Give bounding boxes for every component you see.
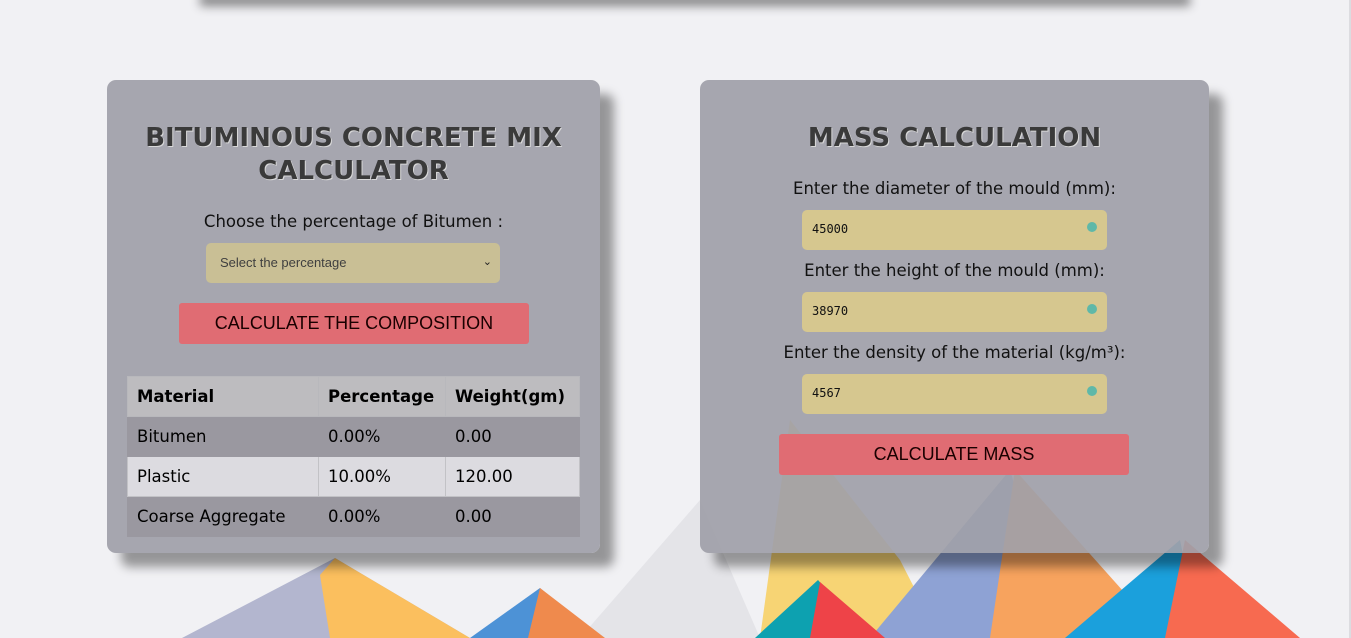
spinner-icon[interactable] bbox=[1087, 386, 1097, 396]
composition-table: Material Percentage Weight(gm) Bitumen 0… bbox=[127, 376, 580, 537]
height-input[interactable]: 38970 bbox=[802, 292, 1107, 332]
table-cell: Bitumen bbox=[127, 416, 319, 457]
mass-calculation-title: MASS CALCULATION bbox=[807, 123, 1102, 153]
height-label: Enter the height of the mould (mm): bbox=[804, 261, 1105, 280]
mix-calculator-title: BITUMINOUS CONCRETE MIX CALCULATOR bbox=[107, 122, 600, 188]
calculate-mass-button[interactable]: CALCULATE MASS bbox=[779, 434, 1129, 475]
diameter-label: Enter the diameter of the mould (mm): bbox=[793, 179, 1116, 198]
bg-shape-orange-left bbox=[528, 588, 605, 638]
percentage-select-placeholder: Select the percentage bbox=[220, 255, 347, 270]
calculate-composition-button[interactable]: CALCULATE THE COMPOSITION bbox=[179, 303, 529, 344]
bg-shape-coral bbox=[1165, 540, 1300, 638]
mix-calculator-title-line1: BITUMINOUS CONCRETE MIX bbox=[145, 123, 562, 153]
diameter-input-value: 45000 bbox=[812, 222, 849, 236]
percentage-select[interactable]: Select the percentage ⌄ bbox=[206, 243, 500, 283]
percentage-label: Choose the percentage of Bitumen : bbox=[203, 212, 504, 231]
table-cell: 0.00 bbox=[445, 416, 580, 457]
table-header-material: Material bbox=[127, 376, 319, 417]
table-header-percentage: Percentage bbox=[318, 376, 446, 417]
table-row: Plastic 10.00% 120.00 bbox=[127, 456, 580, 497]
table-cell: 0.00 bbox=[445, 496, 580, 537]
height-input-value: 38970 bbox=[812, 304, 849, 318]
mix-calculator-title-line2: CALCULATOR bbox=[258, 156, 449, 186]
table-cell: 0.00% bbox=[318, 416, 446, 457]
bg-shape-yellow-left bbox=[320, 558, 470, 638]
density-input-value: 4567 bbox=[812, 386, 841, 400]
bg-shape-cyan bbox=[1065, 540, 1200, 638]
table-header-weight: Weight(gm) bbox=[445, 376, 580, 417]
table-row: Bitumen 0.00% 0.00 bbox=[127, 416, 580, 457]
table-cell: Coarse Aggregate bbox=[127, 496, 319, 537]
density-label: Enter the density of the material (kg/m³… bbox=[783, 343, 1126, 362]
table-cell: 0.00% bbox=[318, 496, 446, 537]
table-cell: Plastic bbox=[127, 456, 319, 497]
table-header-row: Material Percentage Weight(gm) bbox=[127, 376, 580, 417]
diameter-input[interactable]: 45000 bbox=[802, 210, 1107, 250]
spinner-icon[interactable] bbox=[1087, 222, 1097, 232]
scrollbar-track[interactable] bbox=[1349, 0, 1351, 638]
bg-shape-red bbox=[810, 582, 885, 638]
chevron-down-icon: ⌄ bbox=[482, 256, 492, 268]
table-cell: 120.00 bbox=[445, 456, 580, 497]
table-cell: 10.00% bbox=[318, 456, 446, 497]
density-input[interactable]: 4567 bbox=[802, 374, 1107, 414]
spinner-icon[interactable] bbox=[1087, 304, 1097, 314]
table-row: Coarse Aggregate 0.00% 0.00 bbox=[127, 496, 580, 537]
